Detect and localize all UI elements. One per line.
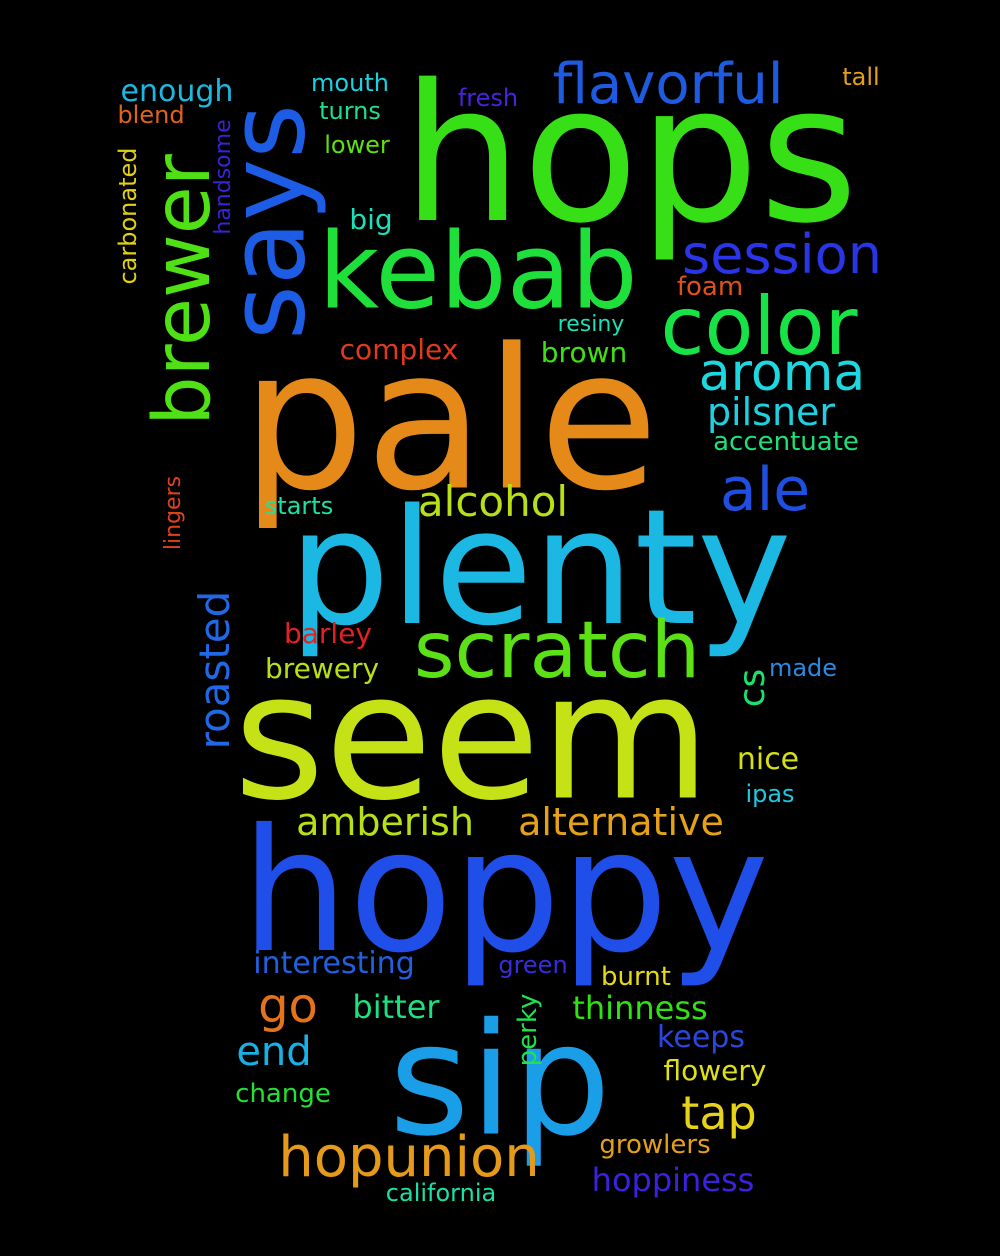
word: foam xyxy=(676,272,744,302)
word: end xyxy=(236,1029,312,1075)
word: complex xyxy=(339,333,459,366)
word: color xyxy=(660,280,858,373)
word: nice xyxy=(736,742,800,777)
word: tall xyxy=(842,63,880,91)
word: session xyxy=(682,223,882,286)
word: seem xyxy=(233,636,711,840)
word: alternative xyxy=(518,800,724,844)
word: cs xyxy=(732,668,773,708)
word: brown xyxy=(540,336,628,369)
word: change xyxy=(235,1079,331,1109)
word: barley xyxy=(283,617,373,650)
word: ipas xyxy=(745,780,795,808)
word: made xyxy=(768,654,838,682)
word: brewery xyxy=(264,652,380,685)
word: resiny xyxy=(557,312,625,337)
word: lingers xyxy=(161,475,186,551)
word: perky xyxy=(513,993,543,1067)
word: pilsner xyxy=(706,390,836,434)
word: lower xyxy=(324,131,390,159)
word: california xyxy=(385,1179,497,1207)
word: pale xyxy=(241,306,659,534)
word: burnt xyxy=(601,962,671,992)
word: thinness xyxy=(572,989,708,1027)
word: hoppy xyxy=(240,793,770,991)
word: hoppiness xyxy=(591,1161,755,1199)
word: aroma xyxy=(698,343,866,403)
word: ale xyxy=(719,455,811,525)
word: scratch xyxy=(413,606,701,696)
word: roasted xyxy=(190,590,239,750)
word: alcohol xyxy=(417,477,569,526)
word: enough xyxy=(120,74,234,109)
word: starts xyxy=(264,492,334,520)
word: sip xyxy=(388,989,612,1171)
word: handsome xyxy=(211,119,236,235)
word: accentuate xyxy=(713,427,859,457)
word: flavorful xyxy=(552,52,784,117)
word: blend xyxy=(117,101,185,129)
word: mouth xyxy=(311,69,389,97)
word: tap xyxy=(681,1086,757,1140)
word: turns xyxy=(319,97,381,125)
word: fresh xyxy=(457,84,519,112)
word: green xyxy=(498,951,568,979)
word: keeps xyxy=(657,1020,745,1055)
word: interesting xyxy=(253,946,415,981)
word: growlers xyxy=(599,1130,711,1160)
word: go xyxy=(258,978,318,1034)
word: carbonated xyxy=(114,147,142,285)
word: kebab xyxy=(318,210,638,333)
word: hopunion xyxy=(278,1125,540,1190)
word: amberish xyxy=(296,800,474,844)
word: bitter xyxy=(352,988,440,1026)
word: plenty xyxy=(288,474,792,661)
word: hops xyxy=(401,44,859,265)
word: flowery xyxy=(663,1054,767,1087)
word: big xyxy=(349,203,393,236)
